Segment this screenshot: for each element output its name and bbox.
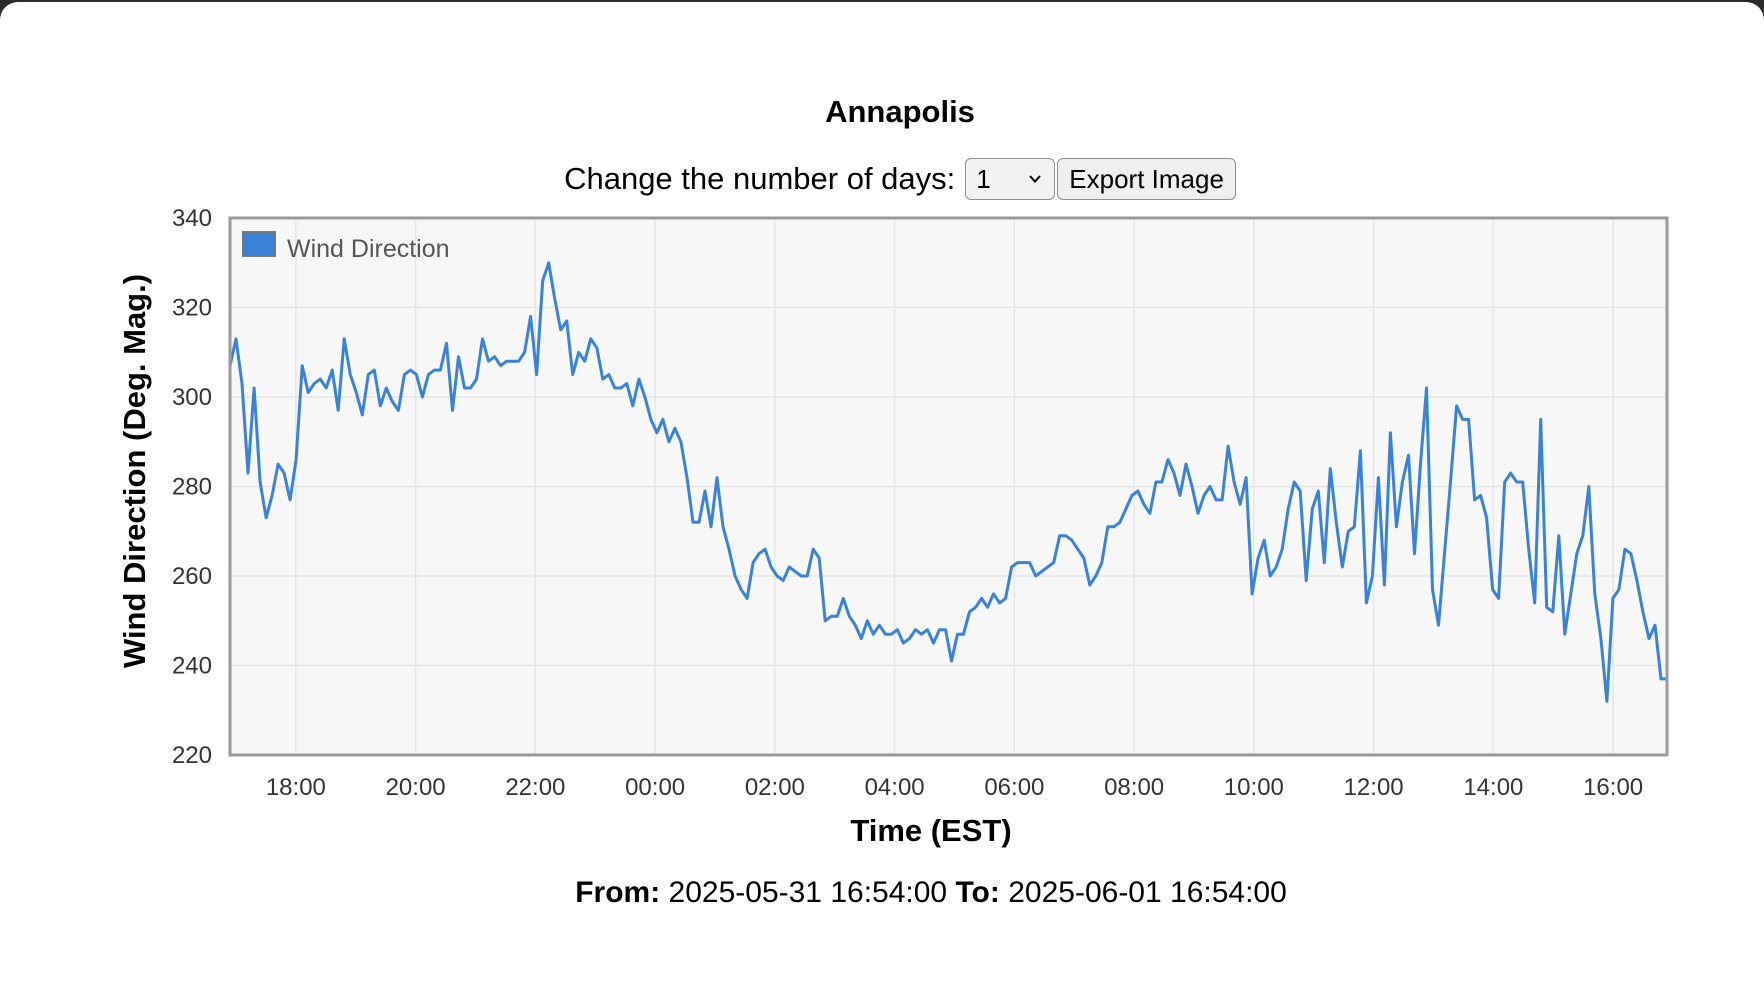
y-tick-label: 340 xyxy=(172,205,212,232)
y-tick-label: 260 xyxy=(172,563,212,590)
page-title: Annapolis xyxy=(825,94,975,129)
x-tick-label: 22:00 xyxy=(505,774,565,801)
x-tick-label: 04:00 xyxy=(865,774,925,801)
x-axis-title: Time (EST) xyxy=(850,813,1011,848)
days-select[interactable]: 1 xyxy=(965,158,1056,200)
x-tick-label: 16:00 xyxy=(1583,774,1643,801)
chart-controls: Change the number of days: 1 Export Imag… xyxy=(0,158,1764,200)
to-label: To: xyxy=(955,876,1000,909)
days-select-value: 1 xyxy=(976,163,991,194)
plot-border xyxy=(228,216,1669,757)
y-tick-label: 300 xyxy=(172,384,212,411)
x-tick-label: 12:00 xyxy=(1344,774,1404,801)
legend-label: Wind Direction xyxy=(287,235,450,263)
x-tick-label: 00:00 xyxy=(625,774,685,801)
legend-swatch xyxy=(242,231,276,257)
y-tick-label: 220 xyxy=(172,742,212,769)
y-axis-title: Wind Direction (Deg. Mag.) xyxy=(117,274,152,668)
x-tick-label: 20:00 xyxy=(386,774,446,801)
x-tick-label: 10:00 xyxy=(1224,774,1284,801)
x-tick-label: 06:00 xyxy=(984,774,1044,801)
x-tick-label: 18:00 xyxy=(266,774,326,801)
from-label: From: xyxy=(575,876,661,909)
days-label: Change the number of days: xyxy=(564,161,956,196)
y-tick-label: 240 xyxy=(172,653,212,680)
x-tick-label: 08:00 xyxy=(1104,774,1164,801)
wind-direction-line xyxy=(228,261,1667,703)
to-value: 2025-06-01 16:54:00 xyxy=(1008,876,1287,909)
x-tick-label: 02:00 xyxy=(745,774,805,801)
y-axis-ticks: 220 240 260 280 300 320 340 xyxy=(172,205,212,769)
chevron-down-icon xyxy=(1029,175,1042,183)
x-tick-label: 14:00 xyxy=(1463,774,1523,801)
from-value: 2025-05-31 16:54:00 xyxy=(668,876,948,909)
export-image-button[interactable]: Export Image xyxy=(1057,158,1236,200)
y-tick-label: 280 xyxy=(172,474,212,501)
x-axis-ticks: 18:00 20:00 22:00 00:00 02:00 04:00 06:00 08:00… xyxy=(266,774,1643,801)
date-range: From: 2025-05-31 16:54:00 To: 2025-06-01… xyxy=(0,876,1764,910)
legend: Wind Direction xyxy=(242,231,450,263)
y-tick-label: 320 xyxy=(172,295,212,322)
